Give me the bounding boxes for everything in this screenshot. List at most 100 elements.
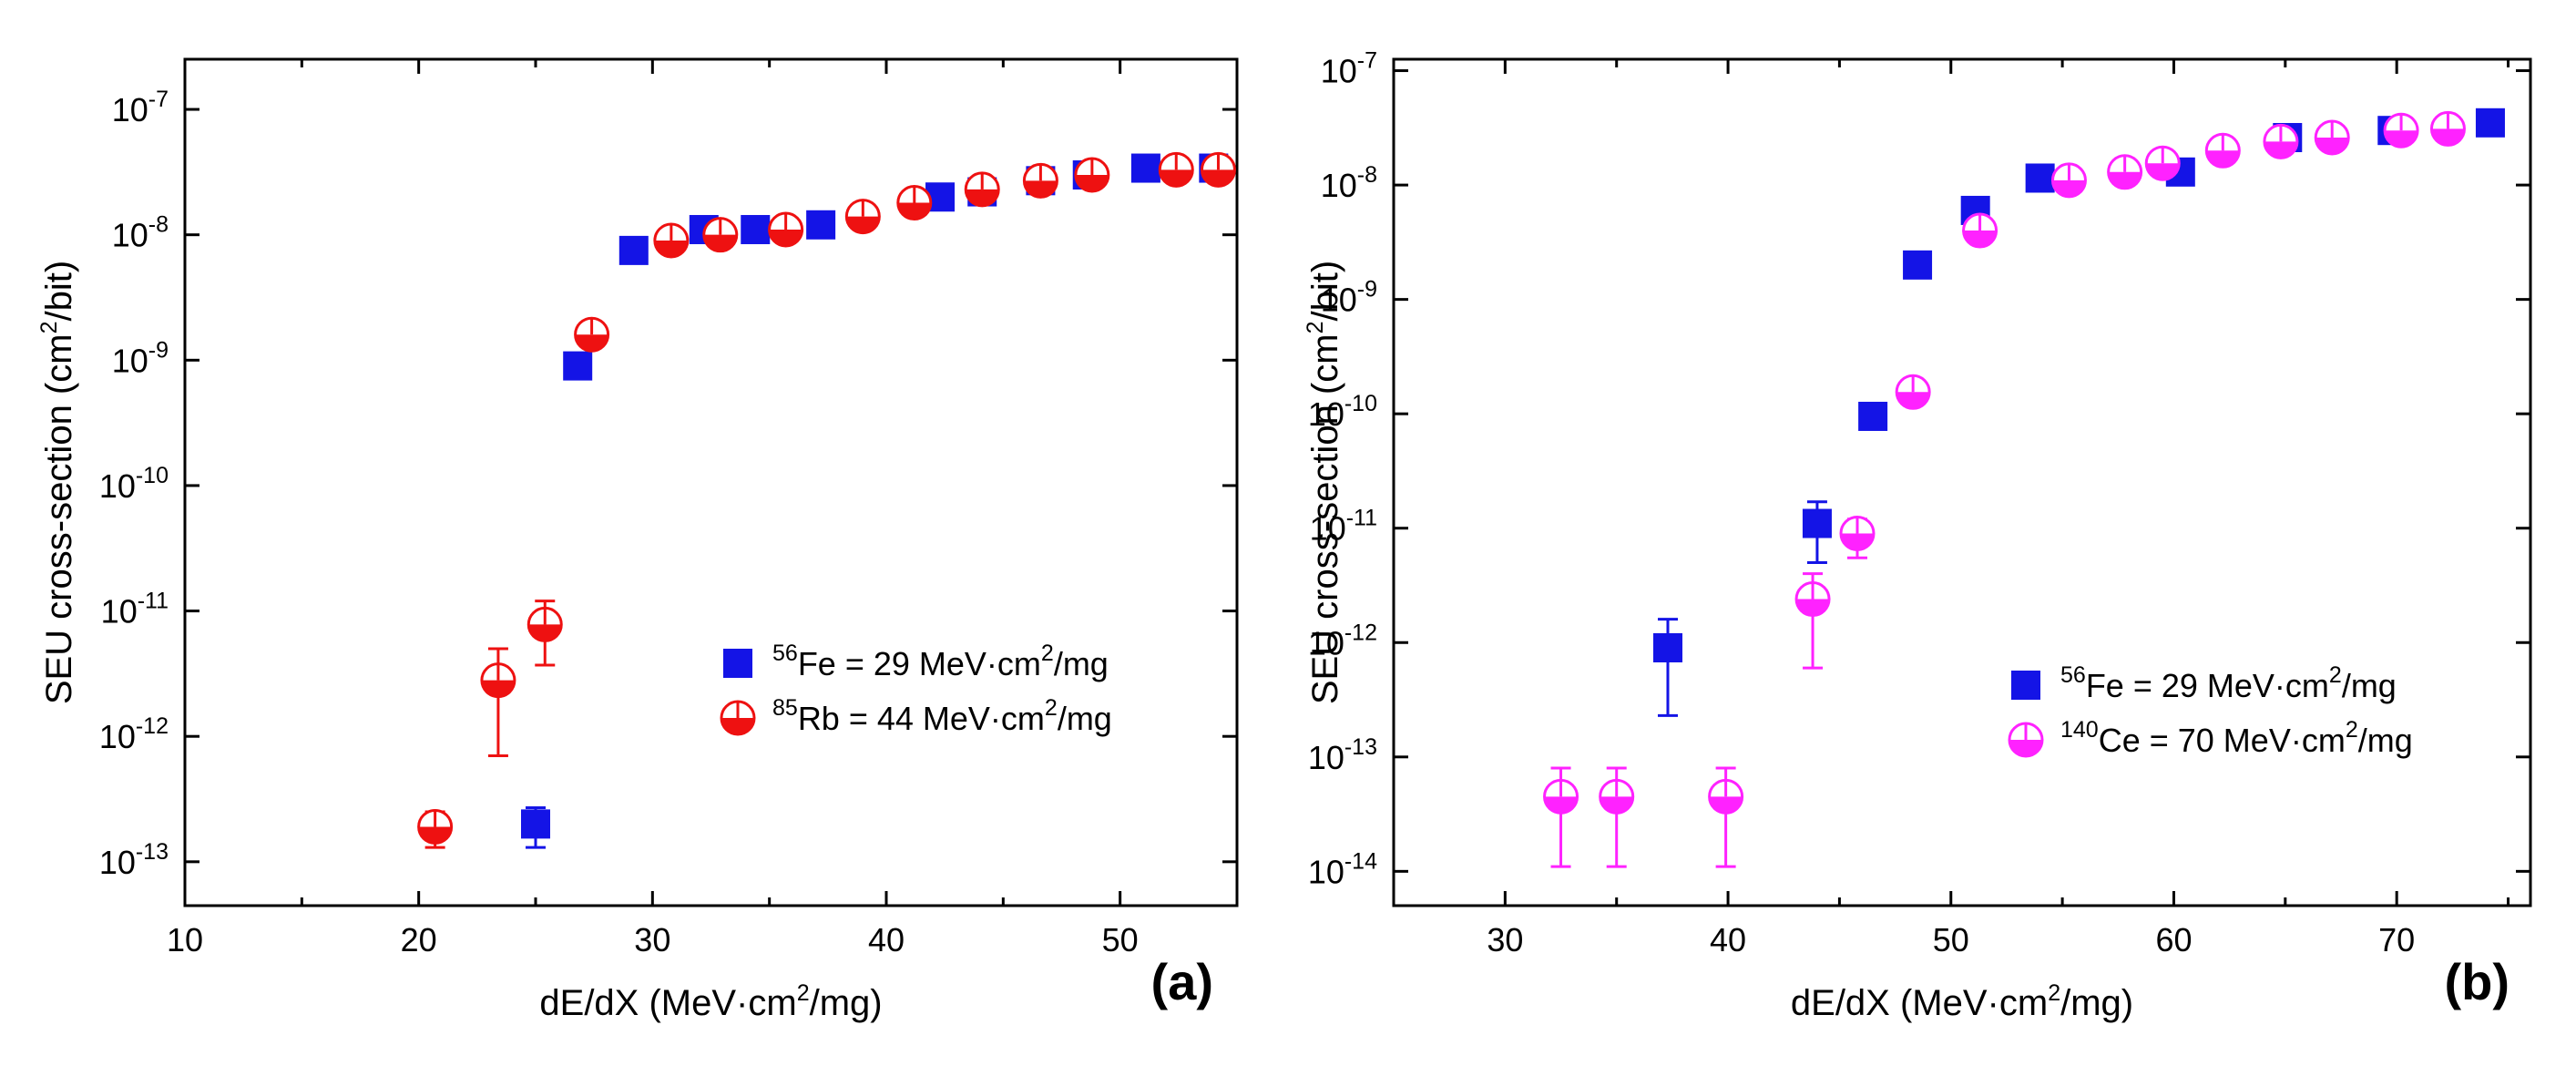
legend: 56Fe = 29 MeV·cm2/mg 140Ce = 70 MeV·cm2/m… xyxy=(2008,662,2413,759)
series-56Fe xyxy=(521,153,1229,849)
data-point-140Ce-12-fill xyxy=(2315,137,2349,154)
data-point-56Fe-1 xyxy=(1802,508,1832,538)
y-tick-label: 10-10 xyxy=(1308,391,1377,433)
x-tick-label: 70 xyxy=(2378,921,2415,958)
data-point-140Ce-8-fill xyxy=(2108,171,2142,189)
data-point-140Ce-1 xyxy=(1599,778,1635,815)
legend-marker-85Rb-fill xyxy=(721,718,754,734)
x-tick-label: 50 xyxy=(1102,921,1139,958)
data-point-85Rb-9 xyxy=(964,171,1000,208)
y-tick-label: 10-13 xyxy=(1308,734,1377,776)
data-point-85Rb-11-fill xyxy=(1075,175,1109,192)
y-tick-label: 10-9 xyxy=(112,337,169,379)
data-point-140Ce-1-fill xyxy=(1600,796,1633,814)
data-point-85Rb-9-fill xyxy=(966,189,999,206)
panel-label: (a) xyxy=(1151,953,1213,1010)
y-tick-label: 10-11 xyxy=(101,589,169,630)
data-point-85Rb-10 xyxy=(1022,162,1058,199)
legend-label-140Ce: 140Ce = 70 MeV·cm2/mg xyxy=(2060,717,2413,759)
y-tick-label: 10-8 xyxy=(1321,162,1377,204)
data-point-140Ce-12 xyxy=(2314,119,2350,156)
x-tick-label: 60 xyxy=(2155,921,2192,958)
data-point-140Ce-11 xyxy=(2263,123,2299,159)
data-point-56Fe-0 xyxy=(1652,633,1682,663)
y-tick-label: 10-7 xyxy=(112,87,169,128)
y-tick-label: 10-12 xyxy=(99,713,169,755)
data-point-140Ce-3-fill xyxy=(1796,599,1830,616)
data-point-140Ce-14-fill xyxy=(2431,128,2465,146)
data-point-140Ce-9 xyxy=(2144,145,2181,181)
data-point-85Rb-0 xyxy=(417,808,454,845)
y-axis-title: SEU cross-section (cm2/bit) xyxy=(1303,261,1345,704)
data-point-56Fe-1 xyxy=(563,351,593,381)
data-point-140Ce-13-fill xyxy=(2385,130,2418,148)
legend-marker-85Rb xyxy=(720,700,756,736)
series-140Ce xyxy=(1543,110,2466,868)
y-tick-label: 10-7 xyxy=(1321,48,1377,90)
legend-marker-56Fe xyxy=(723,649,752,678)
x-tick-label: 30 xyxy=(1487,921,1523,958)
data-point-85Rb-7-fill xyxy=(846,216,880,233)
x-tick-label: 40 xyxy=(1710,921,1746,958)
legend-label-85Rb: 85Rb = 44 MeV·cm2/mg xyxy=(772,695,1112,737)
data-point-85Rb-4-fill xyxy=(654,240,688,257)
data-point-140Ce-7 xyxy=(2050,162,2087,199)
data-point-85Rb-8-fill xyxy=(897,202,931,220)
series-56Fe xyxy=(1652,108,2505,717)
data-point-140Ce-0-fill xyxy=(1544,796,1578,814)
data-point-85Rb-8 xyxy=(896,185,933,221)
x-axis-title: dE/dX (MeV·cm2/mg) xyxy=(1791,980,2133,1023)
data-point-85Rb-5-fill xyxy=(703,234,737,251)
x-tick-label: 20 xyxy=(401,921,437,958)
data-point-140Ce-0 xyxy=(1543,778,1579,815)
data-point-140Ce-7-fill xyxy=(2052,179,2086,197)
data-point-140Ce-6 xyxy=(1962,212,1998,249)
y-tick-label: 10-8 xyxy=(112,212,169,254)
data-point-85Rb-3 xyxy=(574,316,610,353)
plot-frame xyxy=(183,57,1239,907)
plot-frame xyxy=(1392,57,2532,907)
legend-item-56Fe: 56Fe = 29 MeV·cm2/mg xyxy=(723,641,1109,682)
data-point-85Rb-5 xyxy=(702,217,739,253)
data-point-140Ce-14 xyxy=(2429,110,2466,147)
data-point-56Fe-4 xyxy=(741,214,771,244)
data-point-56Fe-9 xyxy=(2475,108,2505,138)
data-point-85Rb-3-fill xyxy=(575,334,608,352)
data-point-56Fe-10 xyxy=(1130,153,1160,183)
legend-item-85Rb: 85Rb = 44 MeV·cm2/mg xyxy=(720,695,1112,737)
data-point-56Fe-5 xyxy=(2025,163,2055,193)
data-point-85Rb-1 xyxy=(480,662,516,699)
y-tick-label: 10-9 xyxy=(1321,277,1377,319)
data-point-85Rb-12 xyxy=(1158,151,1194,188)
legend-marker-56Fe xyxy=(2011,671,2040,700)
data-point-140Ce-3 xyxy=(1794,581,1831,618)
data-point-85Rb-11 xyxy=(1074,157,1110,193)
legend-label-56Fe: 56Fe = 29 MeV·cm2/mg xyxy=(772,641,1109,682)
data-point-140Ce-9-fill xyxy=(2146,163,2180,180)
data-point-85Rb-13 xyxy=(1200,151,1236,188)
x-axis-title: dE/dX (MeV·cm2/mg) xyxy=(539,980,882,1023)
legend-marker-140Ce-fill xyxy=(2009,740,2042,756)
data-point-85Rb-12-fill xyxy=(1160,169,1193,187)
data-point-85Rb-4 xyxy=(653,222,690,259)
y-tick-label: 10-14 xyxy=(1308,848,1377,890)
data-point-85Rb-6 xyxy=(768,211,804,248)
legend: 56Fe = 29 MeV·cm2/mg 85Rb = 44 MeV·cm2/mg xyxy=(720,641,1112,737)
y-tick-label: 10-13 xyxy=(99,839,169,881)
data-point-85Rb-13-fill xyxy=(1201,169,1235,187)
data-point-85Rb-2 xyxy=(526,606,563,642)
data-point-85Rb-2-fill xyxy=(528,624,562,641)
panel-label: (b) xyxy=(2444,953,2510,1010)
chart-panel-a: 10 20 30 40 50 10-13 10-12 10-11 10-10 10-9 10-8 10… xyxy=(36,57,1239,1023)
data-point-140Ce-5-fill xyxy=(1896,392,1930,409)
series-85Rb xyxy=(417,151,1236,849)
data-point-85Rb-6-fill xyxy=(769,229,802,246)
legend-item-140Ce: 140Ce = 70 MeV·cm2/mg xyxy=(2008,717,2413,759)
x-tick-label: 50 xyxy=(1933,921,1969,958)
data-point-85Rb-10-fill xyxy=(1024,180,1058,198)
legend-label-56Fe: 56Fe = 29 MeV·cm2/mg xyxy=(2060,662,2397,704)
data-point-85Rb-1-fill xyxy=(481,680,515,697)
data-point-140Ce-11-fill xyxy=(2264,141,2297,159)
data-point-140Ce-6-fill xyxy=(1963,231,1997,248)
data-point-56Fe-2 xyxy=(618,235,649,265)
